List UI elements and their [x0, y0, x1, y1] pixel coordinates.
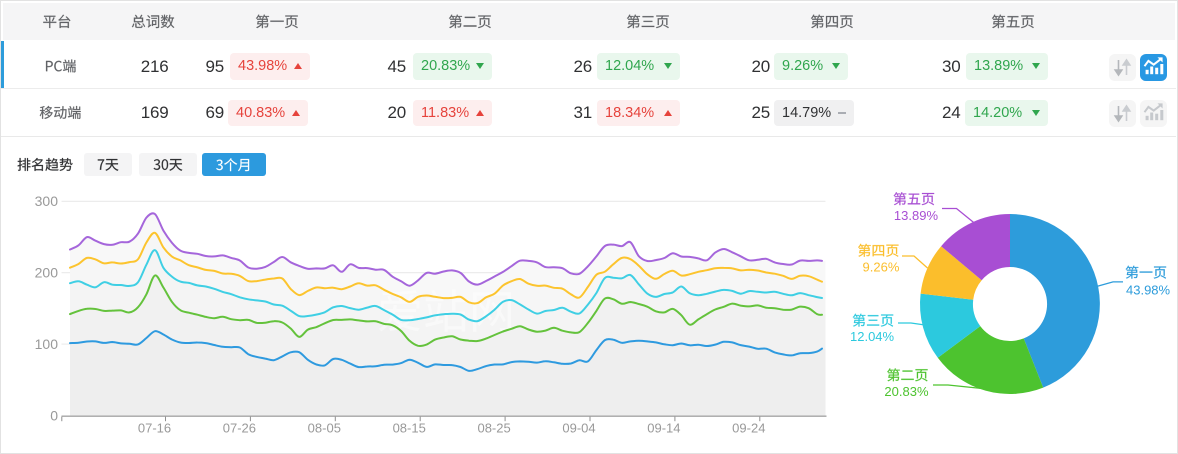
- svg-text:200: 200: [35, 265, 59, 281]
- svg-text:08-15: 08-15: [393, 421, 426, 436]
- svg-text:20.83%: 20.83%: [884, 384, 929, 399]
- svg-text:0: 0: [50, 407, 58, 423]
- svg-text:07-26: 07-26: [223, 421, 256, 436]
- svg-text:08-25: 08-25: [477, 421, 510, 436]
- svg-text:12.04%: 12.04%: [850, 329, 895, 344]
- svg-text:08-05: 08-05: [308, 421, 341, 436]
- svg-text:300: 300: [35, 193, 59, 209]
- svg-text:43.98%: 43.98%: [1126, 283, 1171, 298]
- svg-text:09-14: 09-14: [647, 421, 680, 436]
- svg-text:07-16: 07-16: [138, 421, 171, 436]
- svg-text:13.89%: 13.89%: [894, 208, 939, 223]
- svg-text:100: 100: [35, 336, 59, 352]
- svg-text:9.26%: 9.26%: [863, 259, 900, 274]
- svg-text:09-24: 09-24: [732, 421, 765, 436]
- svg-text:09-04: 09-04: [562, 421, 595, 436]
